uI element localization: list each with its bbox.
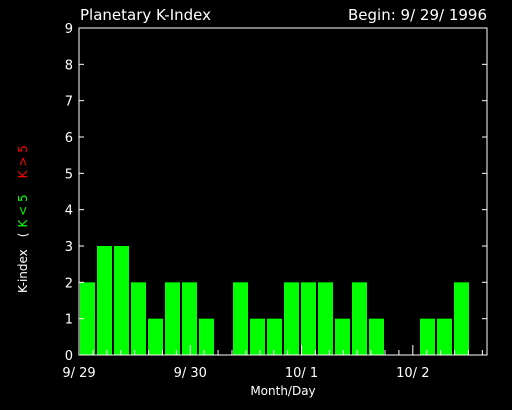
y-tick-label-7: 7 [65, 95, 73, 110]
y-tick-label-6: 6 [65, 131, 73, 146]
y-tick-label-2: 2 [65, 276, 73, 291]
y-axis-label-low: K < 5 [16, 194, 30, 227]
bar-9 [233, 282, 248, 355]
bar-21 [437, 318, 452, 355]
plot-frame [78, 27, 488, 356]
y-tick-label-9: 9 [65, 22, 73, 37]
bar-4 [148, 318, 163, 355]
bar-6 [182, 282, 197, 355]
y-axis-label-open: ( [16, 233, 30, 238]
bar-3 [131, 282, 146, 355]
x-tick-label-0: 9/ 29 [62, 366, 95, 381]
y-tick-label-5: 5 [65, 167, 73, 182]
bar-7 [199, 318, 214, 355]
bar-13 [301, 282, 316, 355]
x-axis-label: Month/Day [250, 384, 315, 398]
y-axis-label-high: K > 5 [16, 145, 30, 178]
x-tick-label-3: 10/ 2 [396, 366, 429, 381]
bar-5 [165, 282, 180, 355]
bar-17 [369, 318, 384, 355]
bar-12 [284, 282, 299, 355]
y-tick-label-1: 1 [65, 313, 73, 328]
x-tick-label-2: 10/ 1 [285, 366, 318, 381]
bar-11 [267, 318, 282, 355]
bar-14 [318, 282, 333, 355]
bar-group [80, 246, 469, 355]
x-tick-label-1: 9/ 30 [174, 366, 207, 381]
bar-15 [335, 318, 350, 355]
y-tick-label-8: 8 [65, 58, 73, 73]
chart-subtitle: Begin: 9/ 29/ 1996 [348, 6, 487, 24]
bar-2 [114, 246, 129, 355]
y-tick-label-4: 4 [65, 204, 73, 219]
y-tick-label-3: 3 [65, 240, 73, 255]
bar-16 [352, 282, 367, 355]
y-tick-label-0: 0 [65, 349, 73, 364]
chart-title: Planetary K-Index [80, 6, 211, 24]
bar-10 [250, 318, 265, 355]
tick-group: 0 1 2 3 4 5 6 7 8 9 9/ 29 9/ 30 10/ 1 10/ 2 [62, 22, 487, 381]
bar-20 [420, 318, 435, 355]
bar-1 [97, 246, 112, 355]
bar-0 [80, 282, 95, 355]
bar-22 [454, 282, 469, 355]
y-axis-label: K-index ( K < 5 K > 5 [16, 145, 30, 293]
y-axis-label-prefix: K-index [16, 249, 30, 293]
